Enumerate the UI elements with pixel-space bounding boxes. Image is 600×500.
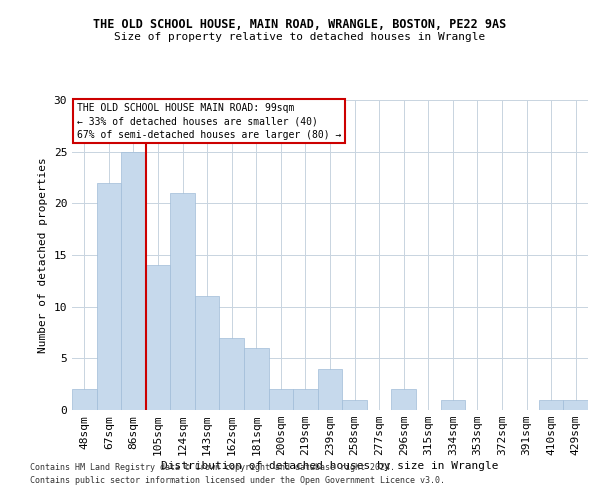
- Bar: [539, 400, 563, 410]
- Bar: [440, 400, 465, 410]
- X-axis label: Distribution of detached houses by size in Wrangle: Distribution of detached houses by size …: [161, 461, 499, 471]
- Bar: [391, 390, 416, 410]
- Bar: [342, 400, 367, 410]
- Text: Size of property relative to detached houses in Wrangle: Size of property relative to detached ho…: [115, 32, 485, 42]
- Bar: [318, 368, 342, 410]
- Text: THE OLD SCHOOL HOUSE, MAIN ROAD, WRANGLE, BOSTON, PE22 9AS: THE OLD SCHOOL HOUSE, MAIN ROAD, WRANGLE…: [94, 18, 506, 30]
- Bar: [563, 400, 588, 410]
- Text: Contains HM Land Registry data © Crown copyright and database right 2024.: Contains HM Land Registry data © Crown c…: [30, 464, 395, 472]
- Y-axis label: Number of detached properties: Number of detached properties: [38, 157, 48, 353]
- Text: THE OLD SCHOOL HOUSE MAIN ROAD: 99sqm
← 33% of detached houses are smaller (40)
: THE OLD SCHOOL HOUSE MAIN ROAD: 99sqm ← …: [77, 103, 341, 140]
- Bar: [293, 390, 318, 410]
- Text: Contains public sector information licensed under the Open Government Licence v3: Contains public sector information licen…: [30, 476, 445, 485]
- Bar: [121, 152, 146, 410]
- Bar: [269, 390, 293, 410]
- Bar: [220, 338, 244, 410]
- Bar: [72, 390, 97, 410]
- Bar: [146, 266, 170, 410]
- Bar: [97, 182, 121, 410]
- Bar: [195, 296, 220, 410]
- Bar: [244, 348, 269, 410]
- Bar: [170, 193, 195, 410]
